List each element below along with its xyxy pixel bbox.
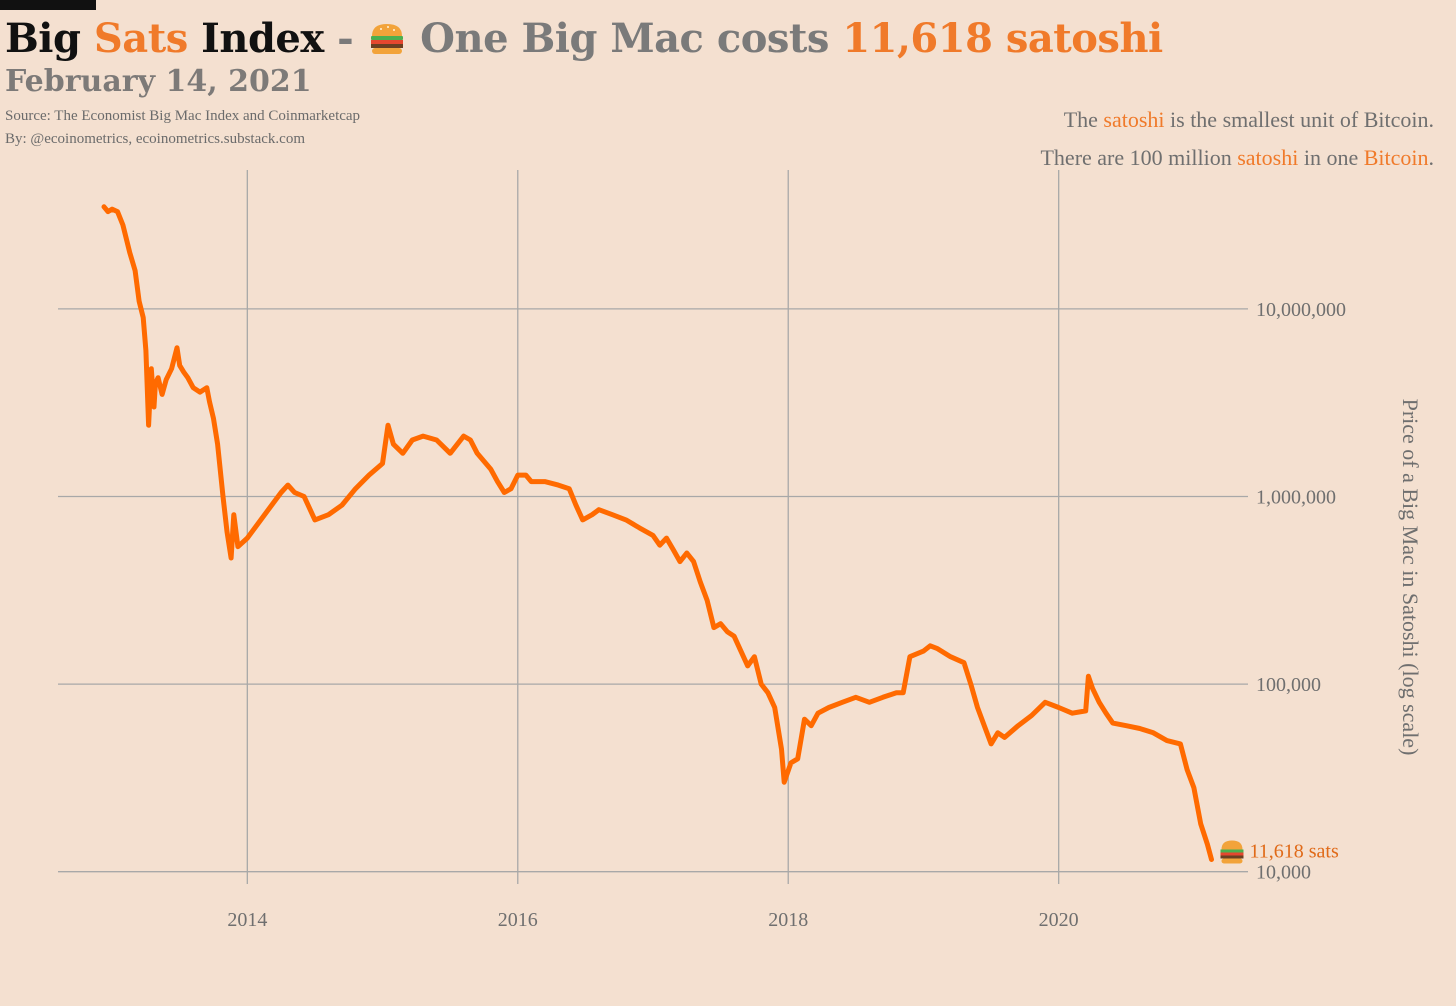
note-line-1: The satoshi is the smallest unit of Bitc… [1064, 107, 1434, 133]
x-tick-label: 2014 [227, 909, 267, 931]
y-tick-label: 10,000,000 [1256, 299, 1346, 321]
note-line-2: There are 100 million satoshi in one Bit… [1040, 145, 1434, 171]
note1-a: The [1063, 107, 1098, 132]
x-tick-label: 2018 [768, 909, 808, 931]
y-axis-label: Price of a Big Mac in Satoshi (log scale… [1398, 399, 1423, 756]
title-part-index: Index [201, 15, 324, 62]
x-tick-label: 2020 [1039, 909, 1079, 931]
title-dash: - [337, 15, 354, 62]
note2-highlight-satoshi: satoshi [1237, 145, 1299, 170]
title-part-big: Big [5, 15, 81, 62]
title-part-sats: Sats [93, 15, 188, 62]
source-text: Source: The Economist Big Mac Index and … [5, 108, 361, 124]
note2-highlight-bitcoin: Bitcoin [1363, 145, 1429, 170]
date-subtitle: February 14, 2021 [5, 64, 312, 99]
y-tick-label: 1,000,000 [1256, 487, 1336, 509]
series-line [101, 204, 1214, 862]
series-layer [101, 204, 1214, 862]
burger-icon [369, 16, 405, 70]
y-tick-label: 100,000 [1256, 674, 1321, 696]
title-value: 11,618 satoshi [842, 15, 1163, 62]
byline-text: By: @ecoinometrics, ecoinometrics.substa… [5, 131, 305, 147]
note2-c: . [1428, 145, 1435, 170]
grid-layer [58, 170, 1248, 884]
corner-bar [0, 0, 96, 10]
note1-b: is the smallest unit of Bitcoin. [1170, 107, 1434, 132]
note1-highlight: satoshi [1103, 107, 1165, 132]
title-part-cost: One Big Mac costs [420, 15, 829, 62]
label-layer: 10,000 100,000 1,000,000 10,000,000 2014 2016… [227, 299, 1423, 931]
note2-a: There are 100 million [1040, 145, 1232, 170]
note2-b: in one [1303, 145, 1359, 170]
y-tick-label: 10,000 [1256, 862, 1311, 884]
x-tick-label: 2016 [498, 909, 538, 931]
end-value-label: 11,618 sats [1249, 840, 1338, 862]
burger-icon [1220, 840, 1244, 864]
chart-title: Big Sats Index - One Big Mac costs 11,61… [5, 12, 1163, 70]
